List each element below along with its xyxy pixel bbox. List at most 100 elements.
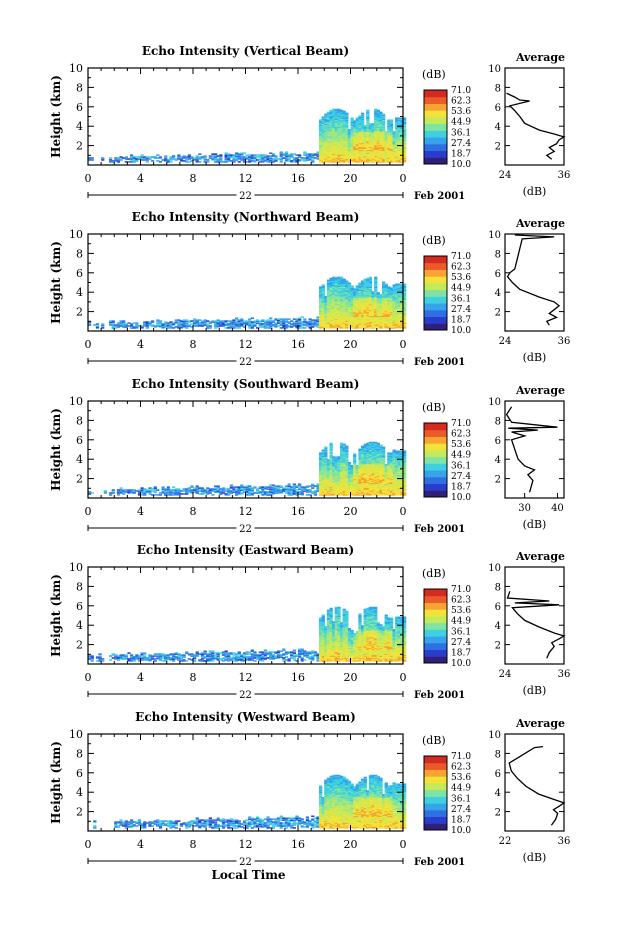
heat-cell <box>332 156 336 158</box>
heat-cell <box>143 491 147 493</box>
heat-cell <box>316 322 320 324</box>
heat-cell <box>271 153 275 155</box>
heat-cell <box>363 320 367 322</box>
heat-cell <box>326 291 331 293</box>
heat-cell <box>274 155 278 157</box>
heat-cell <box>284 151 289 153</box>
heat-cell <box>332 112 336 115</box>
heat-cell <box>392 298 396 300</box>
heat-cell <box>169 327 173 329</box>
heat-cell <box>337 122 341 124</box>
heat-cell <box>374 291 378 293</box>
heat-cell <box>355 150 359 153</box>
heatmap-cells <box>88 276 407 329</box>
heat-cell <box>368 147 373 150</box>
heat-cell <box>240 320 244 322</box>
heat-cell <box>376 128 380 130</box>
heat-cell <box>374 155 378 157</box>
heat-cell <box>361 290 365 292</box>
heat-cell <box>111 489 115 491</box>
heat-cell <box>389 291 394 293</box>
heat-cell <box>392 288 396 290</box>
heat-cell <box>350 154 354 156</box>
heat-cell <box>347 292 352 294</box>
heat-cell <box>122 323 126 325</box>
heat-cell <box>332 303 336 306</box>
heat-cell <box>334 464 338 466</box>
heat-cell <box>400 157 404 159</box>
heat-cell <box>403 151 407 153</box>
heat-cell <box>321 155 325 157</box>
heat-cell <box>389 132 394 134</box>
heat-cell <box>350 159 354 161</box>
heat-cell <box>337 325 341 327</box>
heat-cell <box>382 318 386 320</box>
heat-cell <box>340 313 344 316</box>
heat-cell <box>337 464 341 466</box>
heat-cell <box>332 131 336 133</box>
heat-cell <box>350 140 354 143</box>
heat-cell <box>332 154 336 156</box>
heat-cell <box>345 325 349 327</box>
heat-cell <box>316 155 320 157</box>
heat-cell <box>371 291 375 293</box>
heat-cell <box>342 307 346 310</box>
heat-cell <box>263 327 268 329</box>
heat-cell <box>156 157 160 159</box>
heat-cell <box>200 493 205 495</box>
heat-cell <box>361 301 365 304</box>
heat-cell <box>179 321 184 323</box>
heat-cell <box>374 115 378 118</box>
heat-cell <box>261 487 265 489</box>
heat-cell <box>347 307 352 310</box>
heat-cell <box>332 161 336 163</box>
heat-cell <box>334 317 338 319</box>
heat-cell <box>319 459 323 461</box>
heat-cell <box>387 133 391 136</box>
heat-cell <box>250 317 254 319</box>
heat-cell <box>308 159 312 161</box>
heat-cell <box>353 320 357 322</box>
heat-cell <box>319 469 323 472</box>
heat-cell <box>198 158 202 160</box>
heat-cell <box>227 488 231 490</box>
heat-cell <box>248 318 252 320</box>
heat-cell <box>389 138 394 141</box>
heat-cell <box>340 325 344 327</box>
heat-cell <box>353 315 357 318</box>
heat-cell <box>353 317 357 319</box>
heat-cell <box>137 494 142 496</box>
heat-cell <box>384 298 388 300</box>
heat-cell <box>340 285 344 287</box>
heat-cell <box>374 282 378 285</box>
heat-cell <box>334 150 338 153</box>
heat-cell <box>334 478 338 481</box>
heat-cell <box>332 484 336 486</box>
heat-cell <box>366 132 370 135</box>
heat-cell <box>345 299 349 302</box>
heat-cell <box>342 148 346 151</box>
heat-cell <box>269 488 273 490</box>
heat-cell <box>368 137 373 140</box>
heat-cell <box>363 151 367 153</box>
heat-cell <box>334 469 338 472</box>
heat-cell <box>347 297 352 299</box>
heat-cell <box>321 487 325 489</box>
x-tick-label: 0 <box>85 338 92 351</box>
heat-cell <box>379 318 383 320</box>
heat-cell <box>371 134 375 137</box>
heat-cell <box>371 305 375 308</box>
heat-cell <box>148 487 152 489</box>
heat-cell <box>345 298 349 301</box>
heat-cell <box>374 325 378 327</box>
heat-cell <box>366 124 370 126</box>
heat-cell <box>321 298 325 301</box>
heat-cell <box>397 318 401 320</box>
heat-cell <box>195 157 199 159</box>
heat-cell <box>374 154 378 156</box>
heat-cell <box>340 466 344 469</box>
heat-cell <box>342 280 346 283</box>
heat-cell <box>361 292 365 294</box>
heat-cell <box>342 156 346 158</box>
x-tick-label: 4 <box>137 338 144 351</box>
